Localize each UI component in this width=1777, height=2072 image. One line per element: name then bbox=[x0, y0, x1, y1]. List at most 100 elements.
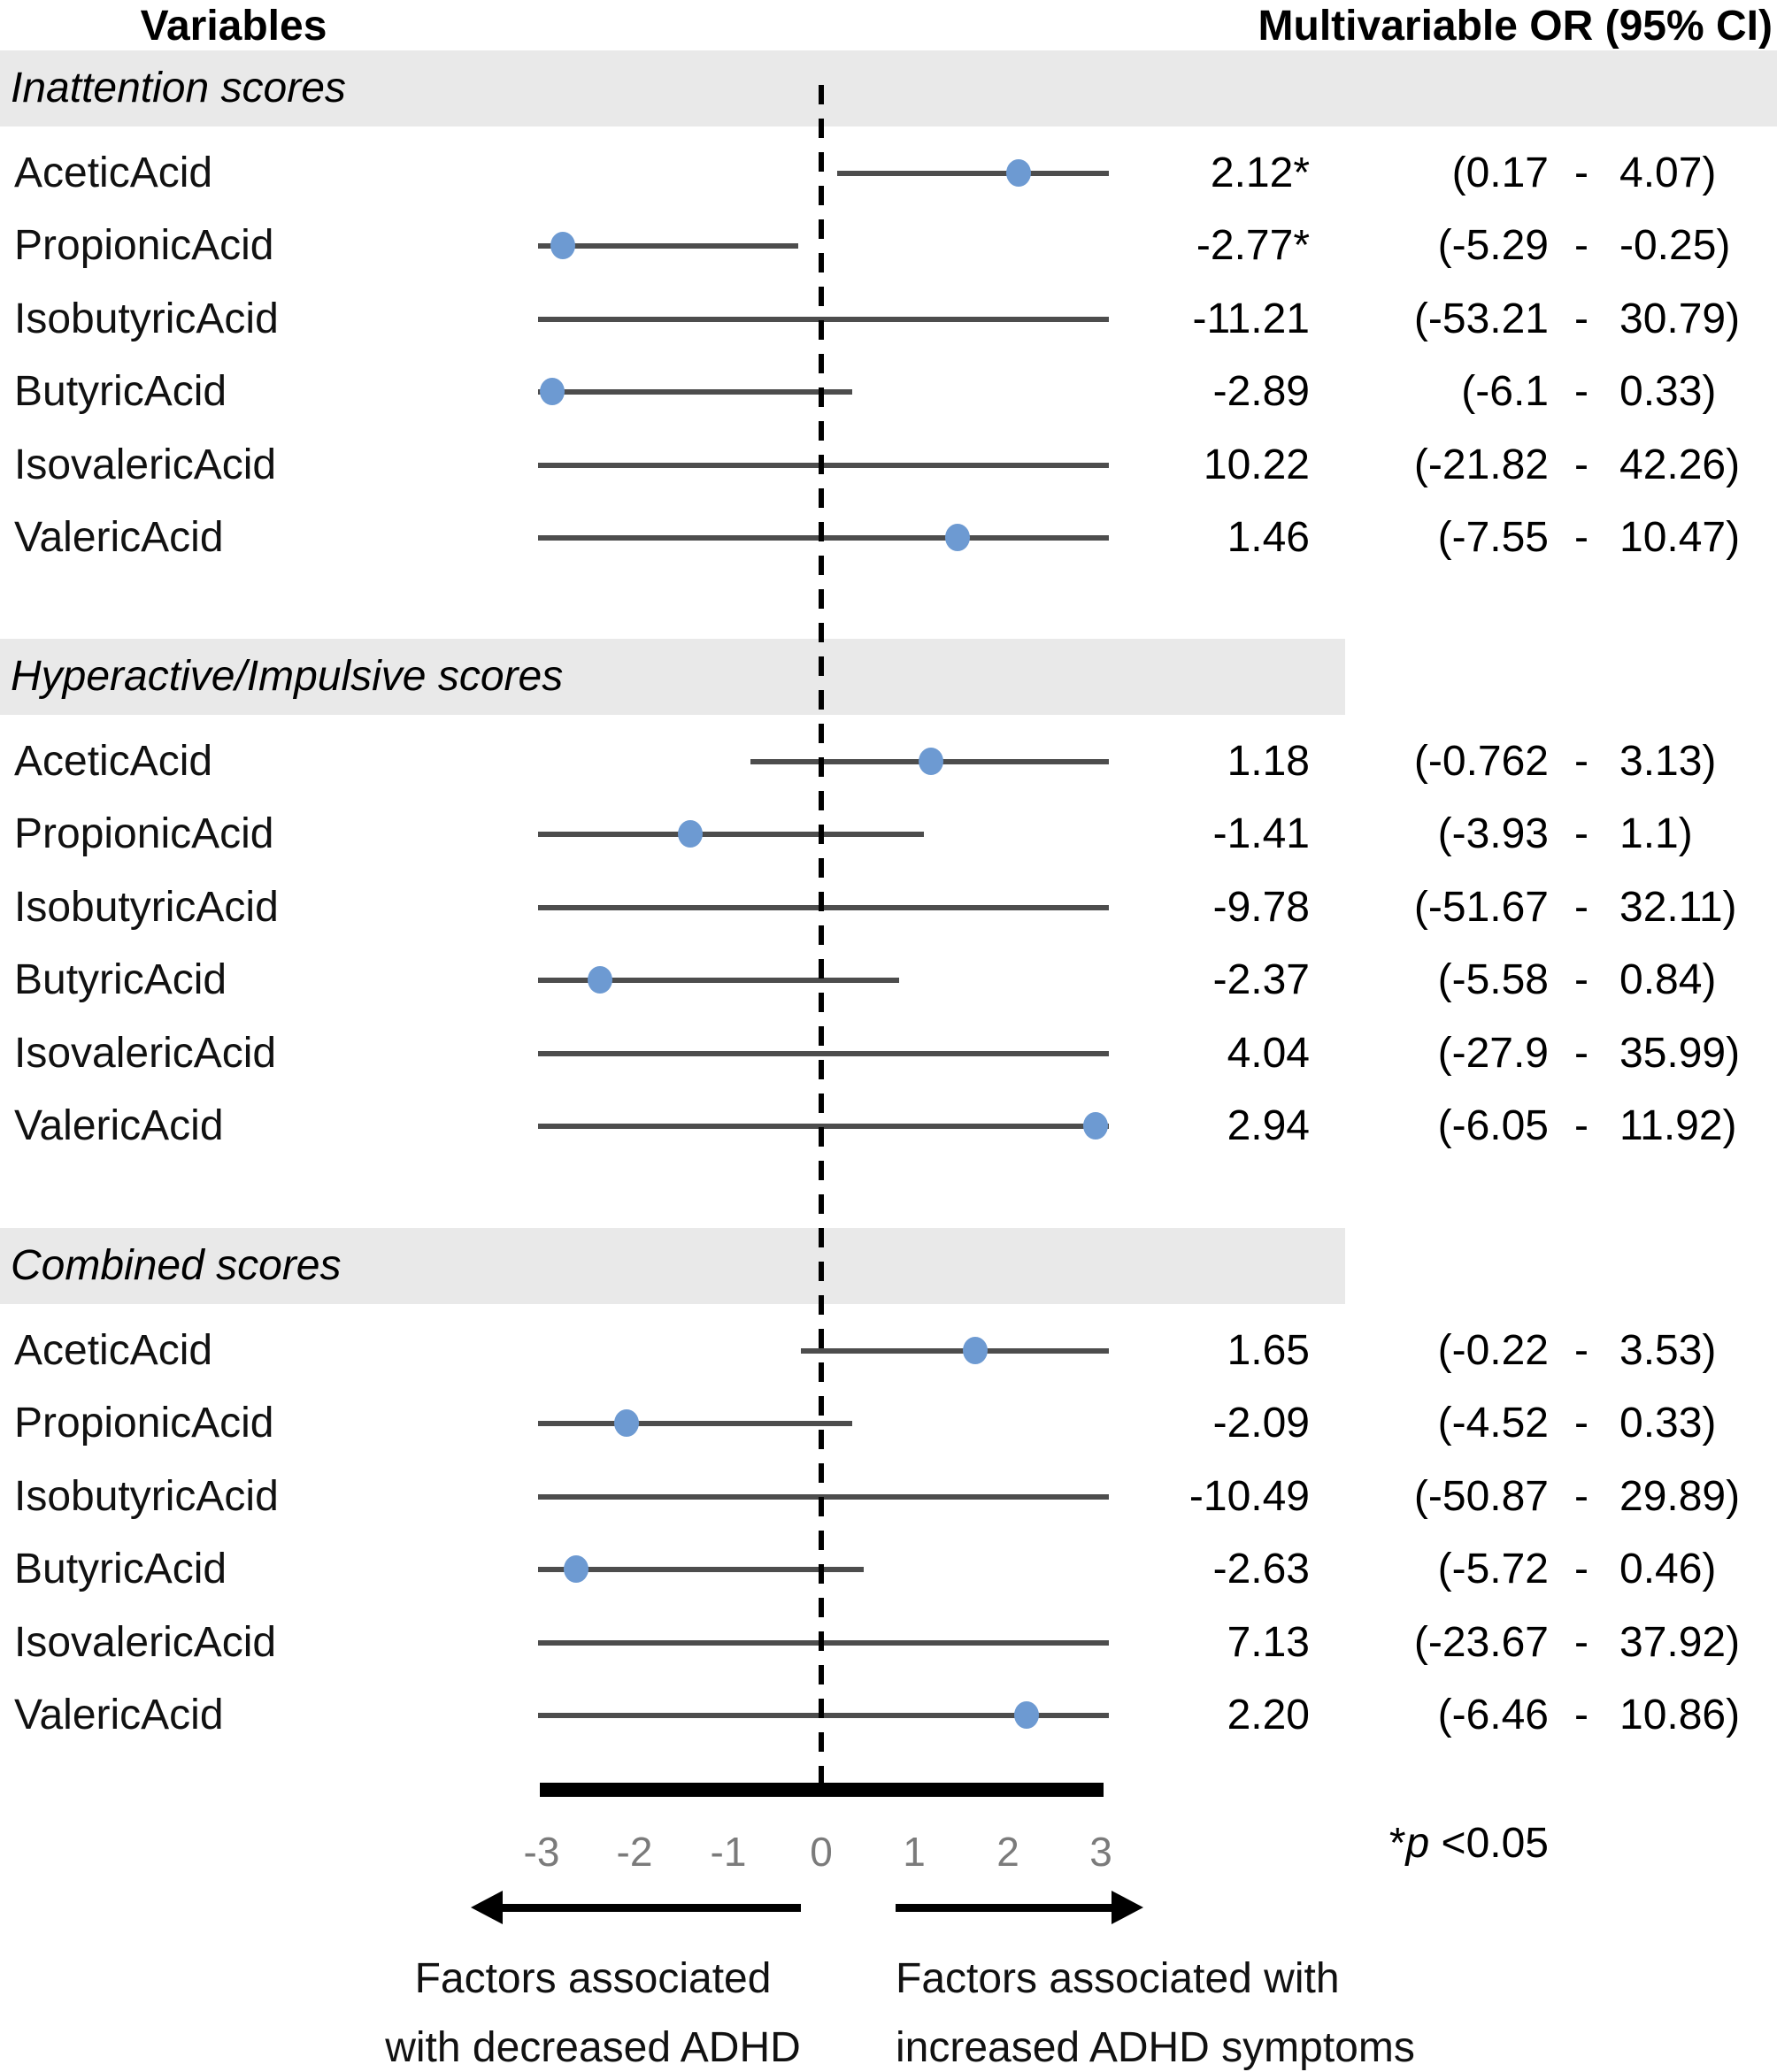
forest-row: IsovalericAcid 10.22 (-21.82-42.26) bbox=[0, 429, 1777, 502]
row-label: ButyricAcid bbox=[14, 368, 227, 415]
point-estimate-dot bbox=[678, 820, 703, 848]
ci-separator: - bbox=[1574, 884, 1589, 931]
x-axis-bar bbox=[540, 1783, 1104, 1797]
forest-row: IsobutyricAcid -9.78 (-51.67-32.11) bbox=[0, 871, 1777, 944]
ci-upper: -0.25) bbox=[1619, 222, 1731, 269]
ci-lower: (0.17 bbox=[1451, 150, 1549, 196]
ci-line bbox=[538, 978, 899, 983]
row-label: ButyricAcid bbox=[14, 1546, 227, 1592]
row-label: AceticAcid bbox=[14, 738, 213, 785]
point-estimate-dot bbox=[550, 232, 575, 259]
column-header-variables: Variables bbox=[140, 3, 327, 50]
or-value: -2.77* bbox=[1196, 222, 1310, 269]
ci-separator: - bbox=[1574, 222, 1589, 269]
ci-upper: 10.47) bbox=[1619, 514, 1741, 561]
ci-lower: (-7.55 bbox=[1437, 514, 1549, 561]
row-label: IsobutyricAcid bbox=[14, 884, 279, 931]
or-value: -2.09 bbox=[1212, 1400, 1310, 1447]
forest-row: ButyricAcid -2.37 (-5.58-0.84) bbox=[0, 944, 1777, 1017]
forest-row: PropionicAcid -1.41 (-3.93-1.1) bbox=[0, 798, 1777, 871]
row-label: AceticAcid bbox=[14, 150, 213, 196]
ci-lower: (-4.52 bbox=[1437, 1400, 1549, 1447]
or-value: 2.12* bbox=[1210, 150, 1310, 196]
point-estimate-dot bbox=[963, 1337, 988, 1364]
ci-upper: 0.33) bbox=[1619, 1400, 1717, 1447]
zero-reference-line bbox=[819, 85, 824, 1783]
x-tick-label: -2 bbox=[616, 1829, 653, 1875]
footnote-threshold: <0.05 bbox=[1429, 1820, 1549, 1867]
forest-row: IsovalericAcid 7.13 (-23.67-37.92) bbox=[0, 1607, 1777, 1679]
or-value: -11.21 bbox=[1192, 295, 1310, 342]
point-estimate-dot bbox=[1014, 1701, 1039, 1729]
ci-separator: - bbox=[1574, 1400, 1589, 1447]
point-estimate-dot bbox=[919, 748, 943, 775]
ci-separator: - bbox=[1574, 810, 1589, 857]
row-label: PropionicAcid bbox=[14, 222, 274, 269]
x-tick-label: -3 bbox=[523, 1829, 560, 1875]
point-estimate-dot bbox=[1006, 159, 1031, 187]
x-tick-label: 0 bbox=[810, 1829, 833, 1875]
section-title-inattention: Inattention scores bbox=[11, 65, 346, 111]
row-label: IsovalericAcid bbox=[14, 1619, 277, 1666]
ci-lower: (-0.22 bbox=[1437, 1327, 1549, 1374]
point-estimate-dot bbox=[614, 1409, 639, 1437]
ci-separator: - bbox=[1574, 738, 1589, 785]
ci-line bbox=[538, 1567, 864, 1572]
or-value: 10.22 bbox=[1203, 441, 1310, 488]
ci-upper: 3.13) bbox=[1619, 738, 1717, 785]
or-value: -9.78 bbox=[1212, 884, 1310, 931]
ci-lower: (-3.93 bbox=[1437, 810, 1549, 857]
x-tick-label: 3 bbox=[1089, 1829, 1112, 1875]
ci-upper: 30.79) bbox=[1619, 295, 1741, 342]
decrease-direction-label: Factors associated with decreased ADHD bbox=[345, 1945, 841, 2072]
ci-separator: - bbox=[1574, 1619, 1589, 1666]
row-label: IsobutyricAcid bbox=[14, 1473, 279, 1520]
ci-upper: 4.07) bbox=[1619, 150, 1717, 196]
forest-row: IsovalericAcid 4.04 (-27.9-35.99) bbox=[0, 1017, 1777, 1090]
ci-separator: - bbox=[1574, 150, 1589, 196]
column-header-or-ci: Multivariable OR (95% CI) bbox=[1258, 3, 1773, 50]
ci-lower: (-5.29 bbox=[1437, 222, 1549, 269]
ci-lower: (-6.46 bbox=[1437, 1692, 1549, 1738]
decrease-arrow-icon bbox=[471, 1891, 503, 1924]
ci-separator: - bbox=[1574, 1473, 1589, 1520]
ci-separator: - bbox=[1574, 441, 1589, 488]
ci-upper: 0.84) bbox=[1619, 956, 1717, 1003]
ci-lower: (-50.87 bbox=[1413, 1473, 1549, 1520]
ci-separator: - bbox=[1574, 1030, 1589, 1077]
ci-upper: 35.99) bbox=[1619, 1030, 1741, 1077]
ci-separator: - bbox=[1574, 514, 1589, 561]
section-title-hyperactive: Hyperactive/Impulsive scores bbox=[11, 653, 564, 700]
x-tick-label: 2 bbox=[996, 1829, 1019, 1875]
row-label: IsobutyricAcid bbox=[14, 295, 279, 342]
ci-line bbox=[538, 1421, 852, 1426]
ci-upper: 0.46) bbox=[1619, 1546, 1717, 1592]
row-label: IsovalericAcid bbox=[14, 441, 277, 488]
ci-upper: 42.26) bbox=[1619, 441, 1741, 488]
point-estimate-dot bbox=[588, 966, 612, 994]
or-value: 1.46 bbox=[1227, 514, 1310, 561]
section-band-inattention: Inattention scores bbox=[0, 50, 1777, 127]
section-band-hyperactive: Hyperactive/Impulsive scores bbox=[0, 639, 1345, 715]
ci-separator: - bbox=[1574, 1102, 1589, 1149]
or-value: 2.20 bbox=[1227, 1692, 1310, 1738]
increase-direction-label: Factors associated with increased ADHD s… bbox=[896, 1945, 1415, 2072]
footnote-asterisk: * bbox=[1389, 1820, 1406, 1867]
ci-upper: 37.92) bbox=[1619, 1619, 1741, 1666]
increase-direction-line1: Factors associated with bbox=[896, 1955, 1340, 2002]
ci-upper: 1.1) bbox=[1619, 810, 1693, 857]
section-band-combined: Combined scores bbox=[0, 1228, 1345, 1304]
ci-separator: - bbox=[1574, 1546, 1589, 1592]
row-label: ButyricAcid bbox=[14, 956, 227, 1003]
forest-row: AceticAcid 1.18 (-0.762-3.13) bbox=[0, 725, 1777, 798]
forest-row: ValericAcid 1.46 (-7.55-10.47) bbox=[0, 502, 1777, 574]
ci-lower: (-21.82 bbox=[1413, 441, 1549, 488]
ci-lower: (-23.67 bbox=[1413, 1619, 1549, 1666]
row-label: PropionicAcid bbox=[14, 810, 274, 857]
point-estimate-dot bbox=[564, 1555, 588, 1583]
increase-direction-line2: increased ADHD symptoms bbox=[896, 2024, 1415, 2071]
row-label: AceticAcid bbox=[14, 1327, 213, 1374]
ci-line bbox=[801, 1348, 1109, 1354]
decrease-direction-line1: Factors associated bbox=[414, 1955, 772, 2002]
row-label: PropionicAcid bbox=[14, 1400, 274, 1447]
